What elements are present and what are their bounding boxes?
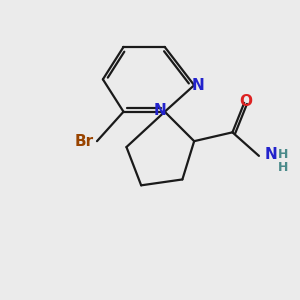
Text: N: N [265, 147, 278, 162]
Text: O: O [239, 94, 252, 109]
Text: N: N [191, 78, 204, 93]
Text: N: N [154, 103, 167, 118]
Text: H: H [278, 148, 289, 161]
Text: Br: Br [75, 134, 94, 149]
Text: H: H [278, 161, 289, 174]
